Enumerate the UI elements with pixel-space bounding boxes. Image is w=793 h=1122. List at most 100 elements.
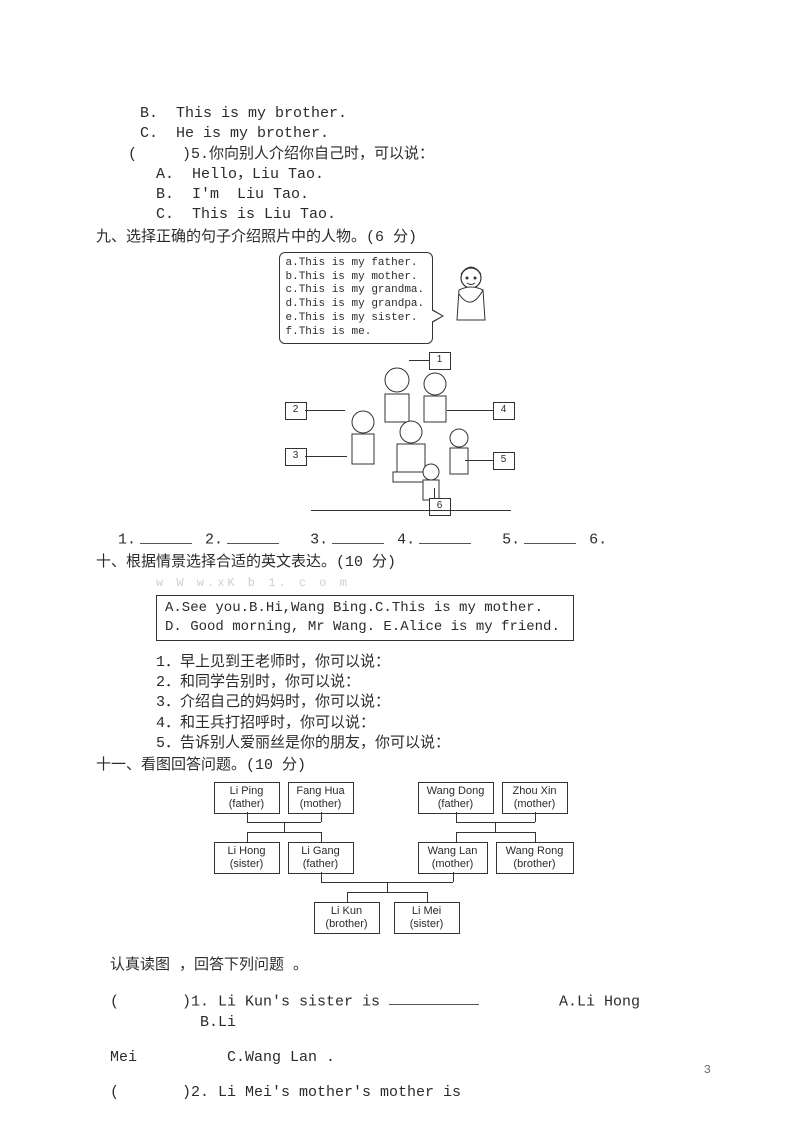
tree-line <box>247 832 248 842</box>
section-11-heading: 十一、看图回答问题。(10 分) <box>96 756 711 776</box>
ans-2-blank[interactable] <box>227 529 279 544</box>
node-role: (sister) <box>219 858 275 871</box>
s11-q1-optB: B.Li <box>200 1014 236 1031</box>
tree-line <box>321 872 322 882</box>
node-name: Li Kun <box>319 905 375 918</box>
bubble-c: c.This is my grandma. <box>286 284 426 298</box>
tree-line <box>456 832 535 833</box>
leader-4 <box>447 410 493 411</box>
section-9-heading: 九、选择正确的句子介绍照片中的人物。(6 分) <box>96 228 711 248</box>
tree-line <box>535 812 536 822</box>
node-role: (mother) <box>293 798 349 811</box>
node-name: Wang Dong <box>423 785 489 798</box>
q5-option-b: B. I'm Liu Tao. <box>96 185 711 205</box>
section-9-figure: a.This is my father. b.This is my mother… <box>279 252 529 516</box>
node-role: (brother) <box>501 858 569 871</box>
bubble-f: f.This is me. <box>286 326 426 340</box>
box10-line1: A.See you.B.Hi,Wang Bing.C.This is my mo… <box>165 599 565 618</box>
tree-line <box>247 832 321 833</box>
ans-3-label: 3. <box>310 532 328 549</box>
s11-q1-line2: Mei C.Wang Lan . <box>96 1048 711 1068</box>
ans-1-blank[interactable] <box>140 529 192 544</box>
tree-line <box>427 892 428 902</box>
ans-5-label: 5. <box>502 532 520 549</box>
node-zhou-xin: Zhou Xin(mother) <box>502 782 568 813</box>
leader-1 <box>409 360 429 361</box>
node-name: Zhou Xin <box>507 785 563 798</box>
node-li-gang: Li Gang(father) <box>288 842 354 873</box>
section-10-heading: 十、根据情景选择合适的英文表达。(10 分) <box>96 553 711 573</box>
s11-q1-blank[interactable] <box>389 991 479 1006</box>
s10-q2[interactable]: 2．和同学告别时，你可以说： <box>96 673 711 693</box>
tree-line <box>456 812 457 822</box>
leader-2 <box>305 410 345 411</box>
tree-line <box>387 882 388 892</box>
section-10-option-box: A.See you.B.Hi,Wang Bing.C.This is my mo… <box>156 595 574 641</box>
node-name: Fang Hua <box>293 785 349 798</box>
ans-4-label: 4. <box>397 532 415 549</box>
node-li-hong: Li Hong(sister) <box>214 842 280 873</box>
node-name: Wang Lan <box>423 845 483 858</box>
tree-line <box>347 892 348 902</box>
node-wang-lan: Wang Lan(mother) <box>418 842 488 873</box>
node-name: Li Hong <box>219 845 275 858</box>
q5-option-a: A. Hello，Liu Tao. <box>96 165 711 185</box>
leader-3 <box>305 456 347 457</box>
node-role: (brother) <box>319 918 375 931</box>
figure-label-2: 2 <box>285 402 307 420</box>
ans-3-blank[interactable] <box>332 529 384 544</box>
figure-baseline <box>311 510 511 511</box>
node-name: Li Ping <box>219 785 275 798</box>
bubble-b: b.This is my mother. <box>286 271 426 285</box>
s10-q5[interactable]: 5．告诉别人爱丽丝是你的朋友，你可以说： <box>96 734 711 754</box>
tree-line <box>321 832 322 842</box>
page-number: 3 <box>704 1062 711 1078</box>
s11-q1-optA: A.Li Hong <box>559 993 640 1010</box>
s11-lead: 认真读图 ，回答下列问题 。 <box>96 956 711 976</box>
s11-q2[interactable]: ( )2. Li Mei's mother's mother is <box>96 1083 711 1103</box>
tree-line <box>284 822 285 832</box>
node-name: Li Gang <box>293 845 349 858</box>
bubble-e: e.This is my sister. <box>286 312 426 326</box>
worksheet-page: B. This is my brother. C. He is my broth… <box>0 0 793 1122</box>
ans-1-label: 1. <box>118 532 136 549</box>
tree-line <box>495 822 496 832</box>
figure-label-3: 3 <box>285 448 307 466</box>
tree-line <box>456 832 457 842</box>
section-9-figure-wrap: a.This is my father. b.This is my mother… <box>96 252 711 523</box>
s11-q1-stem: ( )1. Li Kun's sister is <box>110 993 389 1010</box>
node-role: (father) <box>219 798 275 811</box>
s10-q1[interactable]: 1．早上见到王老师时，你可以说： <box>96 653 711 673</box>
family-tree-wrap: Li Ping(father) Fang Hua(mother) Wang Do… <box>96 782 711 949</box>
s11-q1-line1[interactable]: ( )1. Li Kun's sister is A.Li Hong B.Li <box>96 991 711 1033</box>
tree-line <box>347 892 427 893</box>
ans-6-label: 6. <box>589 532 607 549</box>
section-9-answer-row: 1. 2. 3. 4. 5. 6. <box>96 529 711 551</box>
spacer <box>96 641 711 653</box>
node-role: (father) <box>423 798 489 811</box>
family-illustration <box>309 362 519 512</box>
family-tree: Li Ping(father) Fang Hua(mother) Wang Do… <box>204 782 604 942</box>
figure-label-6: 6 <box>429 498 451 516</box>
q4-option-b: B. This is my brother. <box>96 104 711 124</box>
tree-line <box>247 812 248 822</box>
s11-q1-optC: C.Wang Lan . <box>227 1049 335 1066</box>
ans-4-blank[interactable] <box>419 529 471 544</box>
node-role: (father) <box>293 858 349 871</box>
q5-option-c: C. This is Liu Tao. <box>96 205 711 225</box>
leader-5 <box>465 460 493 461</box>
node-role: (sister) <box>399 918 455 931</box>
tree-line <box>535 832 536 842</box>
s10-q3[interactable]: 3．介绍自己的妈妈时，你可以说： <box>96 693 711 713</box>
ans-5-blank[interactable] <box>524 529 576 544</box>
node-fang-hua: Fang Hua(mother) <box>288 782 354 813</box>
s10-q4[interactable]: 4．和王兵打招呼时，你可以说： <box>96 714 711 734</box>
node-wang-rong: Wang Rong(brother) <box>496 842 574 873</box>
figure-label-1: 1 <box>429 352 451 370</box>
s11-q1-mei: Mei <box>110 1049 137 1066</box>
node-wang-dong: Wang Dong(father) <box>418 782 494 813</box>
q5-stem[interactable]: ( )5.你向别人介绍你自己时，可以说： <box>96 145 711 165</box>
ans-2-label: 2. <box>205 532 223 549</box>
node-name: Li Mei <box>399 905 455 918</box>
node-li-ping: Li Ping(father) <box>214 782 280 813</box>
